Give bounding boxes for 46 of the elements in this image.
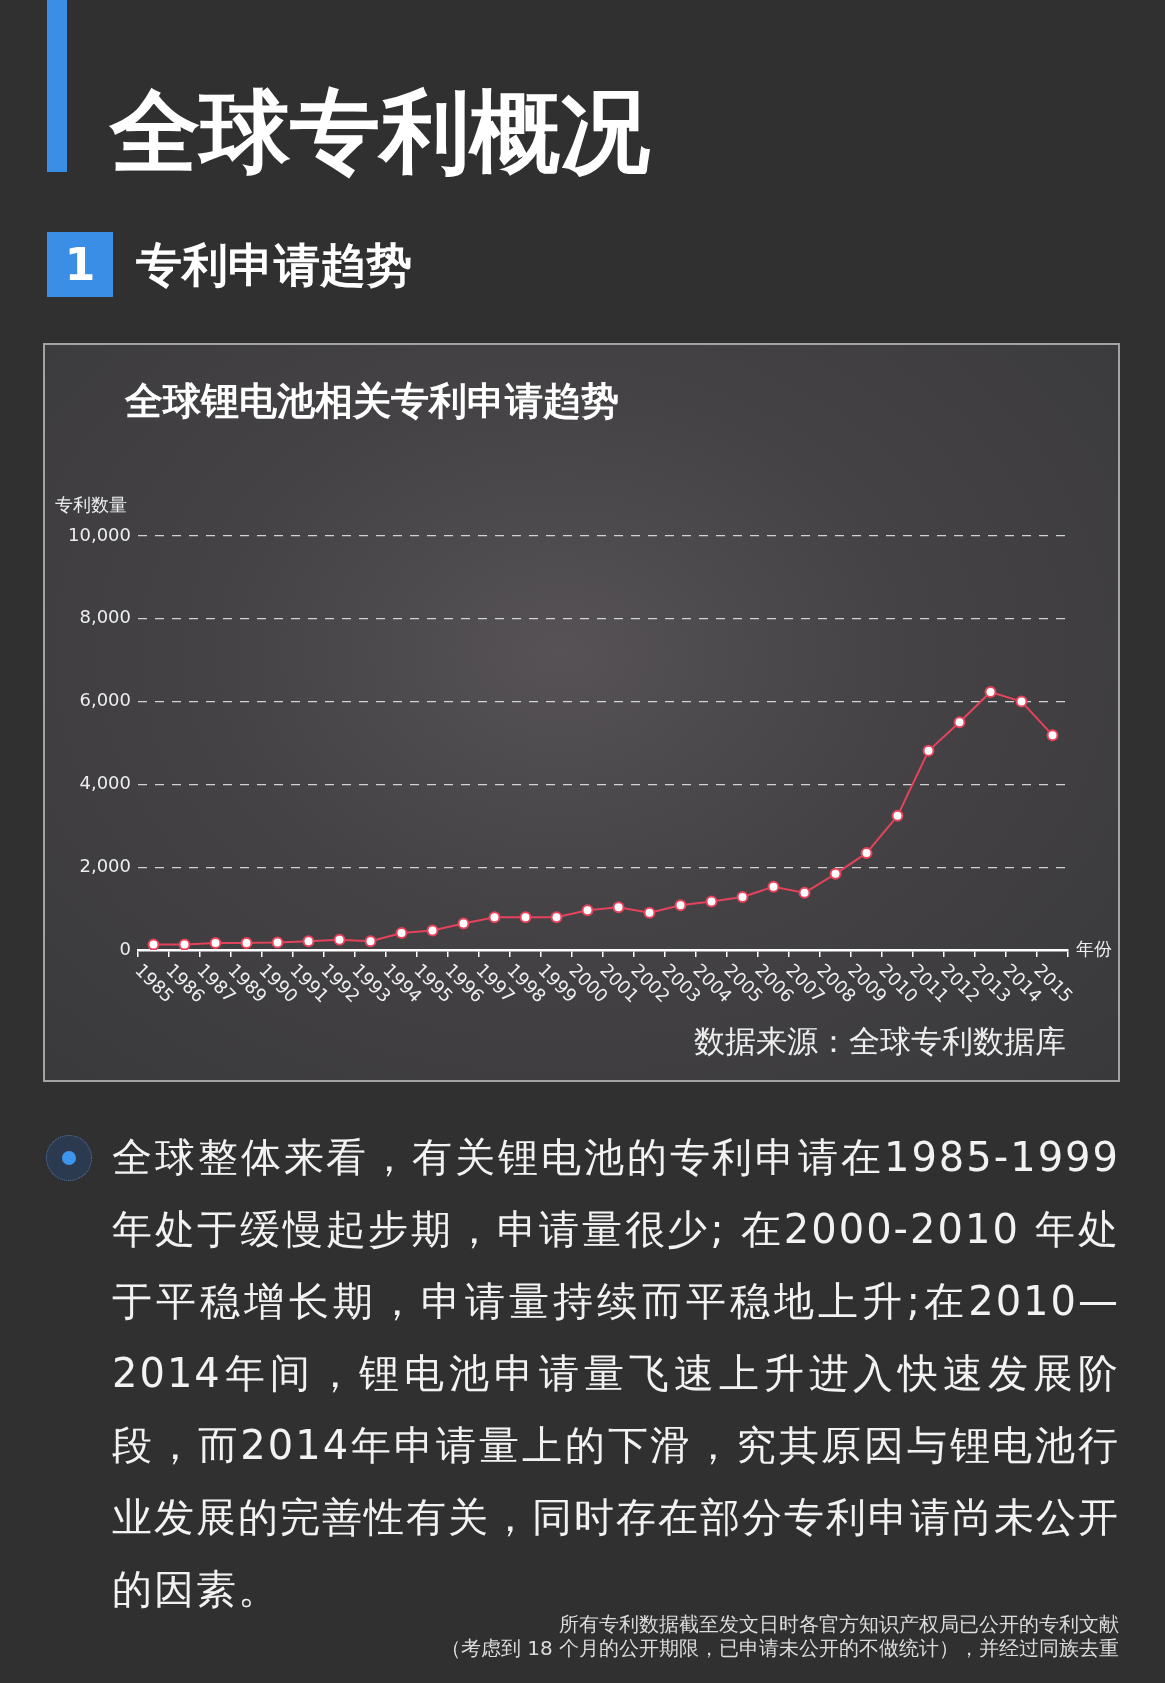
point [426,924,439,937]
point [922,744,935,757]
x-axis-title: 年份 [1076,937,1112,959]
point [798,886,811,899]
point [1046,729,1059,742]
point [891,809,904,822]
point [333,933,346,946]
y-tick-label: 6,000 [79,689,131,711]
y-axis-title: 专利数量 [55,493,127,515]
text: 全球整体来看，有关锂电池的专利申请在1985-1999年处于缓慢起步期，申请量很少; 在2000-2010 年处于平稳增长期，申请量持续而平稳地上升;在2010—2014年间，锂电池申请量飞速上升进入快速发展阶段，而2014年申请量上的下滑，究其原因与锂电池行业发展的完善性有关，同时存在部分专利申请尚未公开的因素。 [112,1134,1120,1612]
point [209,936,222,949]
point [457,917,470,930]
point [953,716,966,729]
point [581,904,594,917]
point [674,899,687,912]
y-tick-label: 8,000 [79,606,131,628]
y-tick-label: 10,000 [68,523,131,545]
y-tick-label: 0 [119,937,131,959]
point [612,901,625,914]
point [736,891,749,904]
point [829,867,842,880]
point [984,686,997,699]
point [705,895,718,908]
point [860,847,873,860]
chart-title: 全球锂电池相关专利申请趋势 [124,378,619,423]
number-badge: 1 [47,232,113,297]
point [240,936,253,949]
y-tick-label: 4,000 [79,772,131,794]
point [302,935,315,948]
text: 全球专利概况 [110,79,650,184]
point [395,927,408,940]
point [364,935,377,948]
point [271,936,284,949]
point [178,938,191,950]
y-tick-label: 2,000 [79,854,131,876]
point [488,911,501,924]
point [519,911,532,924]
text: （考虑到 18 个月的公开期限，已申请未公开的不做统计），并经过同族去重 [440,1636,1119,1660]
point [643,906,656,919]
point [550,911,563,924]
text: 专利申请趋势 [136,238,412,292]
text: 所有专利数据截至发文日时各官方知识产权局已公开的专利文献 [559,1612,1119,1636]
source-note: 数据来源：全球专利数据库 [694,1023,1066,1060]
point [767,880,780,893]
point [147,938,160,950]
point [1015,695,1028,708]
